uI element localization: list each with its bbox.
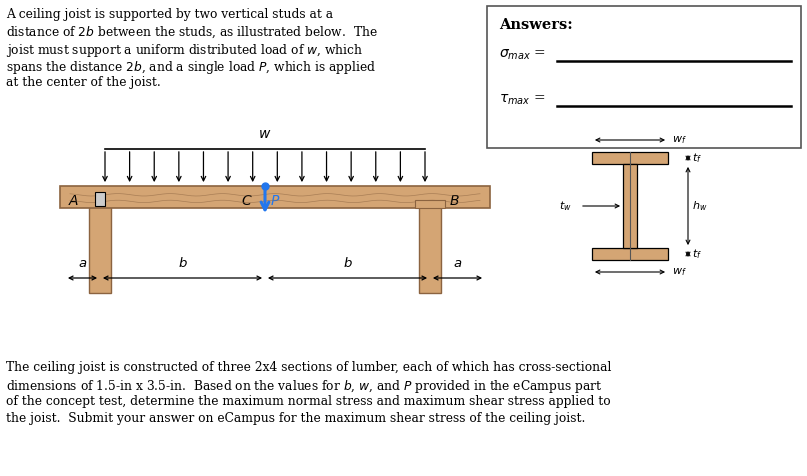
Text: $a$: $a$ [77, 257, 87, 270]
Text: $w$: $w$ [258, 127, 272, 141]
Text: $B$: $B$ [449, 194, 460, 208]
Text: the joist.  Submit your answer on eCampus for the maximum shear stress of the ce: the joist. Submit your answer on eCampus… [6, 412, 585, 425]
Text: $A$: $A$ [68, 194, 79, 208]
Text: $b$: $b$ [178, 256, 187, 270]
Text: A ceiling joist is supported by two vertical studs at a: A ceiling joist is supported by two vert… [6, 8, 333, 21]
Text: $P$: $P$ [270, 194, 280, 208]
Text: $t_f$: $t_f$ [692, 151, 702, 165]
Bar [592, 152, 668, 164]
Text: dimensions of 1.5-in x 3.5-in.  Based on the values for $b$, $w$, and $P$ provid: dimensions of 1.5-in x 3.5-in. Based on … [6, 378, 602, 395]
Bar [95, 192, 105, 206]
Text: $w_f$: $w_f$ [672, 134, 687, 146]
Text: distance of $2b$ between the studs, as illustrated below.  The: distance of $2b$ between the studs, as i… [6, 25, 378, 40]
Text: of the concept test, determine the maximum normal stress and maximum shear stres: of the concept test, determine the maxim… [6, 395, 611, 408]
Text: spans the distance $2b$, and a single load $P$, which is applied: spans the distance $2b$, and a single lo… [6, 59, 376, 76]
Bar [415, 200, 445, 208]
Text: at the center of the joist.: at the center of the joist. [6, 76, 161, 89]
Text: $a$: $a$ [453, 257, 462, 270]
Bar [89, 206, 111, 293]
Bar [487, 6, 801, 148]
Bar [592, 248, 668, 260]
Text: $\tau_{max}$ =: $\tau_{max}$ = [499, 93, 546, 107]
Bar [60, 186, 490, 208]
Text: The ceiling joist is constructed of three 2x4 sections of lumber, each of which : The ceiling joist is constructed of thre… [6, 361, 612, 374]
Text: $h_w$: $h_w$ [692, 199, 708, 213]
Text: $t_f$: $t_f$ [692, 247, 702, 261]
Bar [419, 206, 441, 293]
Text: Answers:: Answers: [499, 18, 573, 32]
Text: joist must support a uniform distributed load of $w$, which: joist must support a uniform distributed… [6, 42, 363, 59]
Text: $C$: $C$ [241, 194, 253, 208]
Text: $t_w$: $t_w$ [559, 199, 572, 213]
Text: $w_f$: $w_f$ [672, 266, 687, 278]
Bar [623, 164, 637, 248]
Text: $b$: $b$ [343, 256, 353, 270]
Text: $\sigma_{max}$ =: $\sigma_{max}$ = [499, 48, 546, 62]
